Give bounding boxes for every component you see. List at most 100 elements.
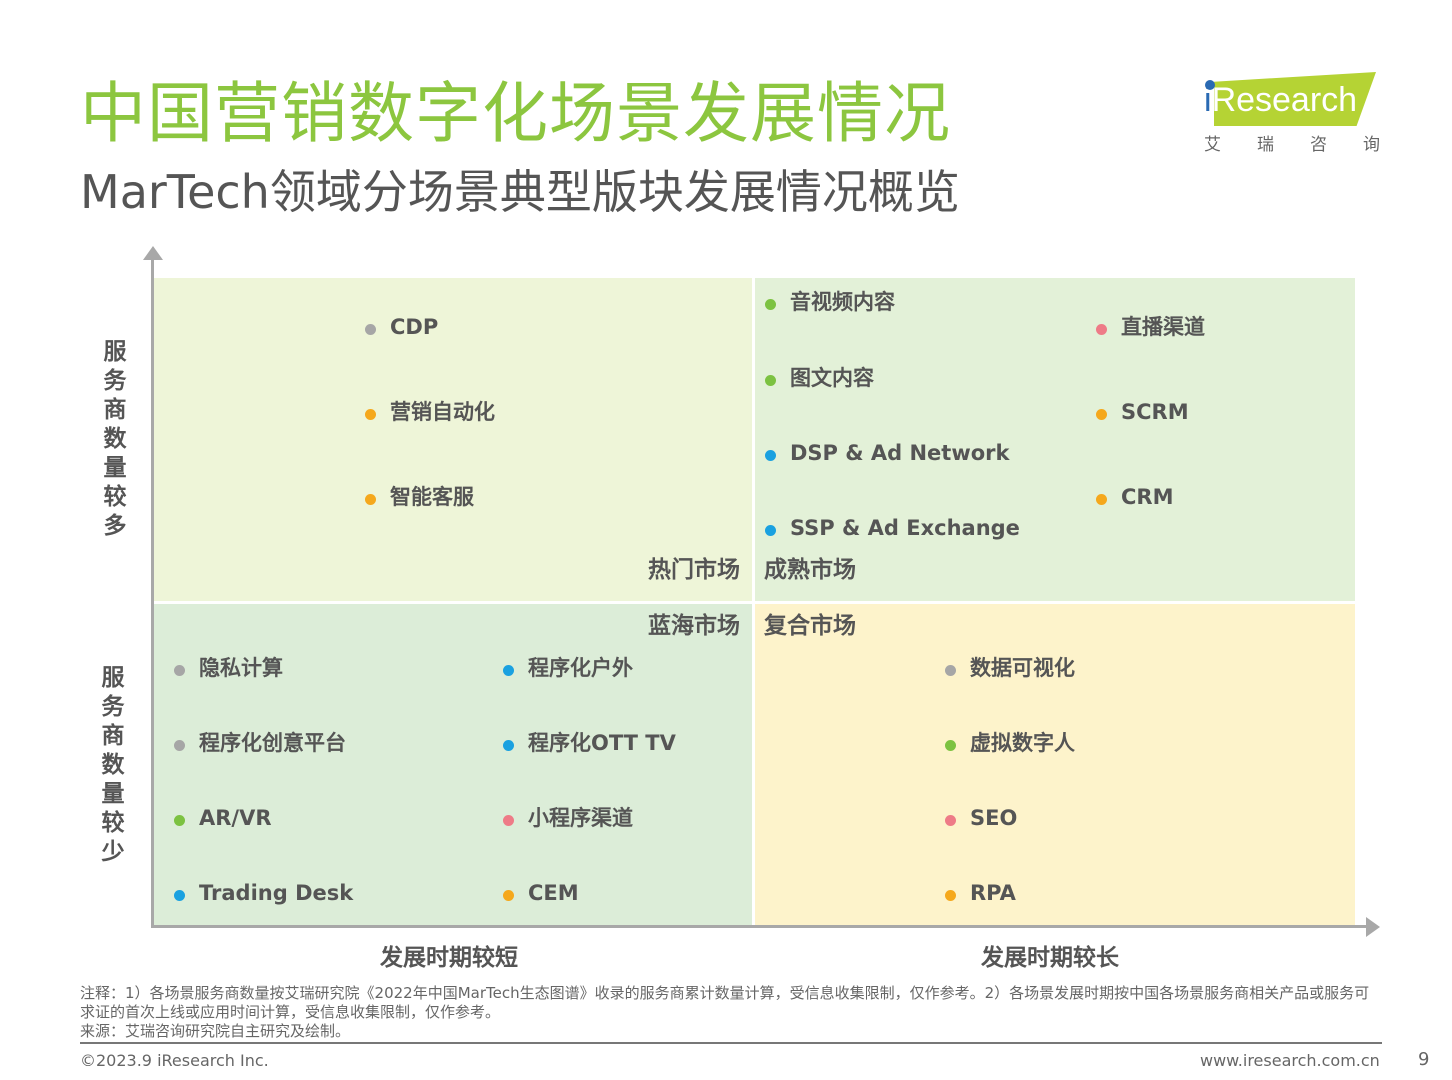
item-label: 营销自动化 xyxy=(390,400,495,424)
list-item: Trading Desk xyxy=(174,879,353,907)
item-label: SSP & Ad Exchange xyxy=(790,516,1020,540)
copyright: ©2023.9 iResearch Inc. xyxy=(80,1051,269,1070)
logo-char: 咨 xyxy=(1310,135,1327,155)
iresearch-logo: iResearch 艾 瑞 咨 询 xyxy=(1200,66,1380,158)
bullet-dot-icon xyxy=(765,524,776,536)
quadrant-label-hot: 热门市场 xyxy=(648,557,740,583)
logo-chinese: 艾 瑞 咨 询 xyxy=(1204,130,1380,155)
list-item: 音视频内容 xyxy=(765,288,895,316)
bullet-dot-icon xyxy=(503,814,514,826)
item-label: 程序化创意平台 xyxy=(199,731,346,755)
logo-char: 艾 xyxy=(1204,135,1221,155)
list-item: 小程序渠道 xyxy=(503,804,633,832)
item-label: Trading Desk xyxy=(199,881,354,905)
list-item: 隐私计算 xyxy=(174,654,283,682)
list-item: 直播渠道 xyxy=(1096,313,1205,341)
list-item: SEO xyxy=(945,804,1017,832)
bullet-dot-icon xyxy=(945,739,956,751)
footnote-note: 注释：1）各场景服务商数量按艾瑞研究院《2022年中国MarTech生态图谱》收… xyxy=(80,984,1370,1021)
bullet-dot-icon xyxy=(503,889,514,901)
item-label: 程序化户外 xyxy=(528,656,633,680)
quadrant-label-blue-ocean: 蓝海市场 xyxy=(648,613,740,639)
footnote: 注释：1）各场景服务商数量按艾瑞研究院《2022年中国MarTech生态图谱》收… xyxy=(80,984,1380,1041)
item-label: 图文内容 xyxy=(790,366,874,390)
x-axis-label-left: 发展时期较短 xyxy=(380,945,518,971)
logo-research: Research xyxy=(1211,81,1358,119)
bullet-dot-icon xyxy=(765,298,776,310)
x-axis-line xyxy=(151,925,1369,928)
item-label: 直播渠道 xyxy=(1121,315,1205,339)
bullet-dot-icon xyxy=(174,739,185,751)
list-item: 虚拟数字人 xyxy=(945,729,1075,757)
quadrant-mature-market xyxy=(755,278,1355,601)
logo-banner xyxy=(1214,72,1376,126)
bullet-dot-icon xyxy=(365,493,376,505)
page-subtitle: MarTech领域分场景典型版块发展情况概览 xyxy=(80,165,960,219)
list-item: SSP & Ad Exchange xyxy=(765,514,1020,542)
item-label: 音视频内容 xyxy=(790,290,895,314)
list-item: 图文内容 xyxy=(765,364,874,392)
bullet-dot-icon xyxy=(174,889,185,901)
item-label: 数据可视化 xyxy=(970,656,1075,680)
logo-char: 瑞 xyxy=(1257,135,1274,155)
bullet-dot-icon xyxy=(1096,408,1107,420)
logo-wordmark: iResearch xyxy=(1204,78,1357,122)
item-label: AR/VR xyxy=(199,806,272,830)
item-label: 智能客服 xyxy=(390,485,474,509)
item-label: 虚拟数字人 xyxy=(970,731,1075,755)
bullet-dot-icon xyxy=(765,374,776,386)
arrow-up-icon xyxy=(143,246,163,260)
quadrant-hot-market xyxy=(154,278,752,601)
item-label: 隐私计算 xyxy=(199,656,283,680)
list-item: CDP xyxy=(365,313,438,341)
quadrant-blue-ocean-market xyxy=(154,604,752,925)
item-label: 小程序渠道 xyxy=(528,806,633,830)
item-label: SEO xyxy=(970,806,1018,830)
bullet-dot-icon xyxy=(945,664,956,676)
list-item: DSP & Ad Network xyxy=(765,439,1010,467)
arrow-right-icon xyxy=(1366,917,1380,937)
item-label: CRM xyxy=(1121,485,1174,509)
list-item: 营销自动化 xyxy=(365,398,495,426)
logo-dot-icon xyxy=(1205,80,1215,90)
item-label: DSP & Ad Network xyxy=(790,441,1010,465)
bullet-dot-icon xyxy=(365,408,376,420)
list-item: 程序化户外 xyxy=(503,654,633,682)
page-title: 中国营销数字化场景发展情况 xyxy=(80,75,951,152)
bullet-dot-icon xyxy=(174,664,185,676)
logo-char: 询 xyxy=(1363,135,1380,155)
footer-divider xyxy=(80,1042,1382,1044)
bullet-dot-icon xyxy=(765,449,776,461)
bullet-dot-icon xyxy=(945,814,956,826)
item-label: SCRM xyxy=(1121,400,1189,424)
list-item: 智能客服 xyxy=(365,483,474,511)
bullet-dot-icon xyxy=(1096,323,1107,335)
bullet-dot-icon xyxy=(1096,493,1107,505)
bullet-dot-icon xyxy=(503,739,514,751)
page-number: 9 xyxy=(1418,1049,1430,1070)
bullet-dot-icon xyxy=(365,323,376,335)
bullet-dot-icon xyxy=(174,814,185,826)
bullet-dot-icon xyxy=(945,889,956,901)
footnote-source: 来源：艾瑞咨询研究院自主研究及绘制。 xyxy=(80,1022,351,1040)
item-label: 程序化OTT TV xyxy=(528,731,676,755)
x-axis-label-right: 发展时期较长 xyxy=(981,945,1119,971)
item-label: CEM xyxy=(528,881,579,905)
quadrant-complex-market xyxy=(755,604,1355,925)
list-item: 程序化创意平台 xyxy=(174,729,346,757)
y-axis-label-top: 服务商数量较多 xyxy=(103,339,127,539)
list-item: CRM xyxy=(1096,483,1173,511)
y-axis-line xyxy=(151,258,154,928)
list-item: RPA xyxy=(945,879,1016,907)
bullet-dot-icon xyxy=(503,664,514,676)
logo-i: i xyxy=(1204,81,1212,119)
website-link[interactable]: www.iresearch.com.cn xyxy=(1200,1051,1380,1070)
list-item: SCRM xyxy=(1096,398,1189,426)
list-item: AR/VR xyxy=(174,804,272,832)
y-axis-label-bottom: 服务商数量较少 xyxy=(101,665,125,865)
quadrant-label-complex: 复合市场 xyxy=(764,613,856,639)
list-item: CEM xyxy=(503,879,579,907)
item-label: RPA xyxy=(970,881,1016,905)
item-label: CDP xyxy=(390,315,439,339)
quadrant-label-mature: 成熟市场 xyxy=(764,557,856,583)
